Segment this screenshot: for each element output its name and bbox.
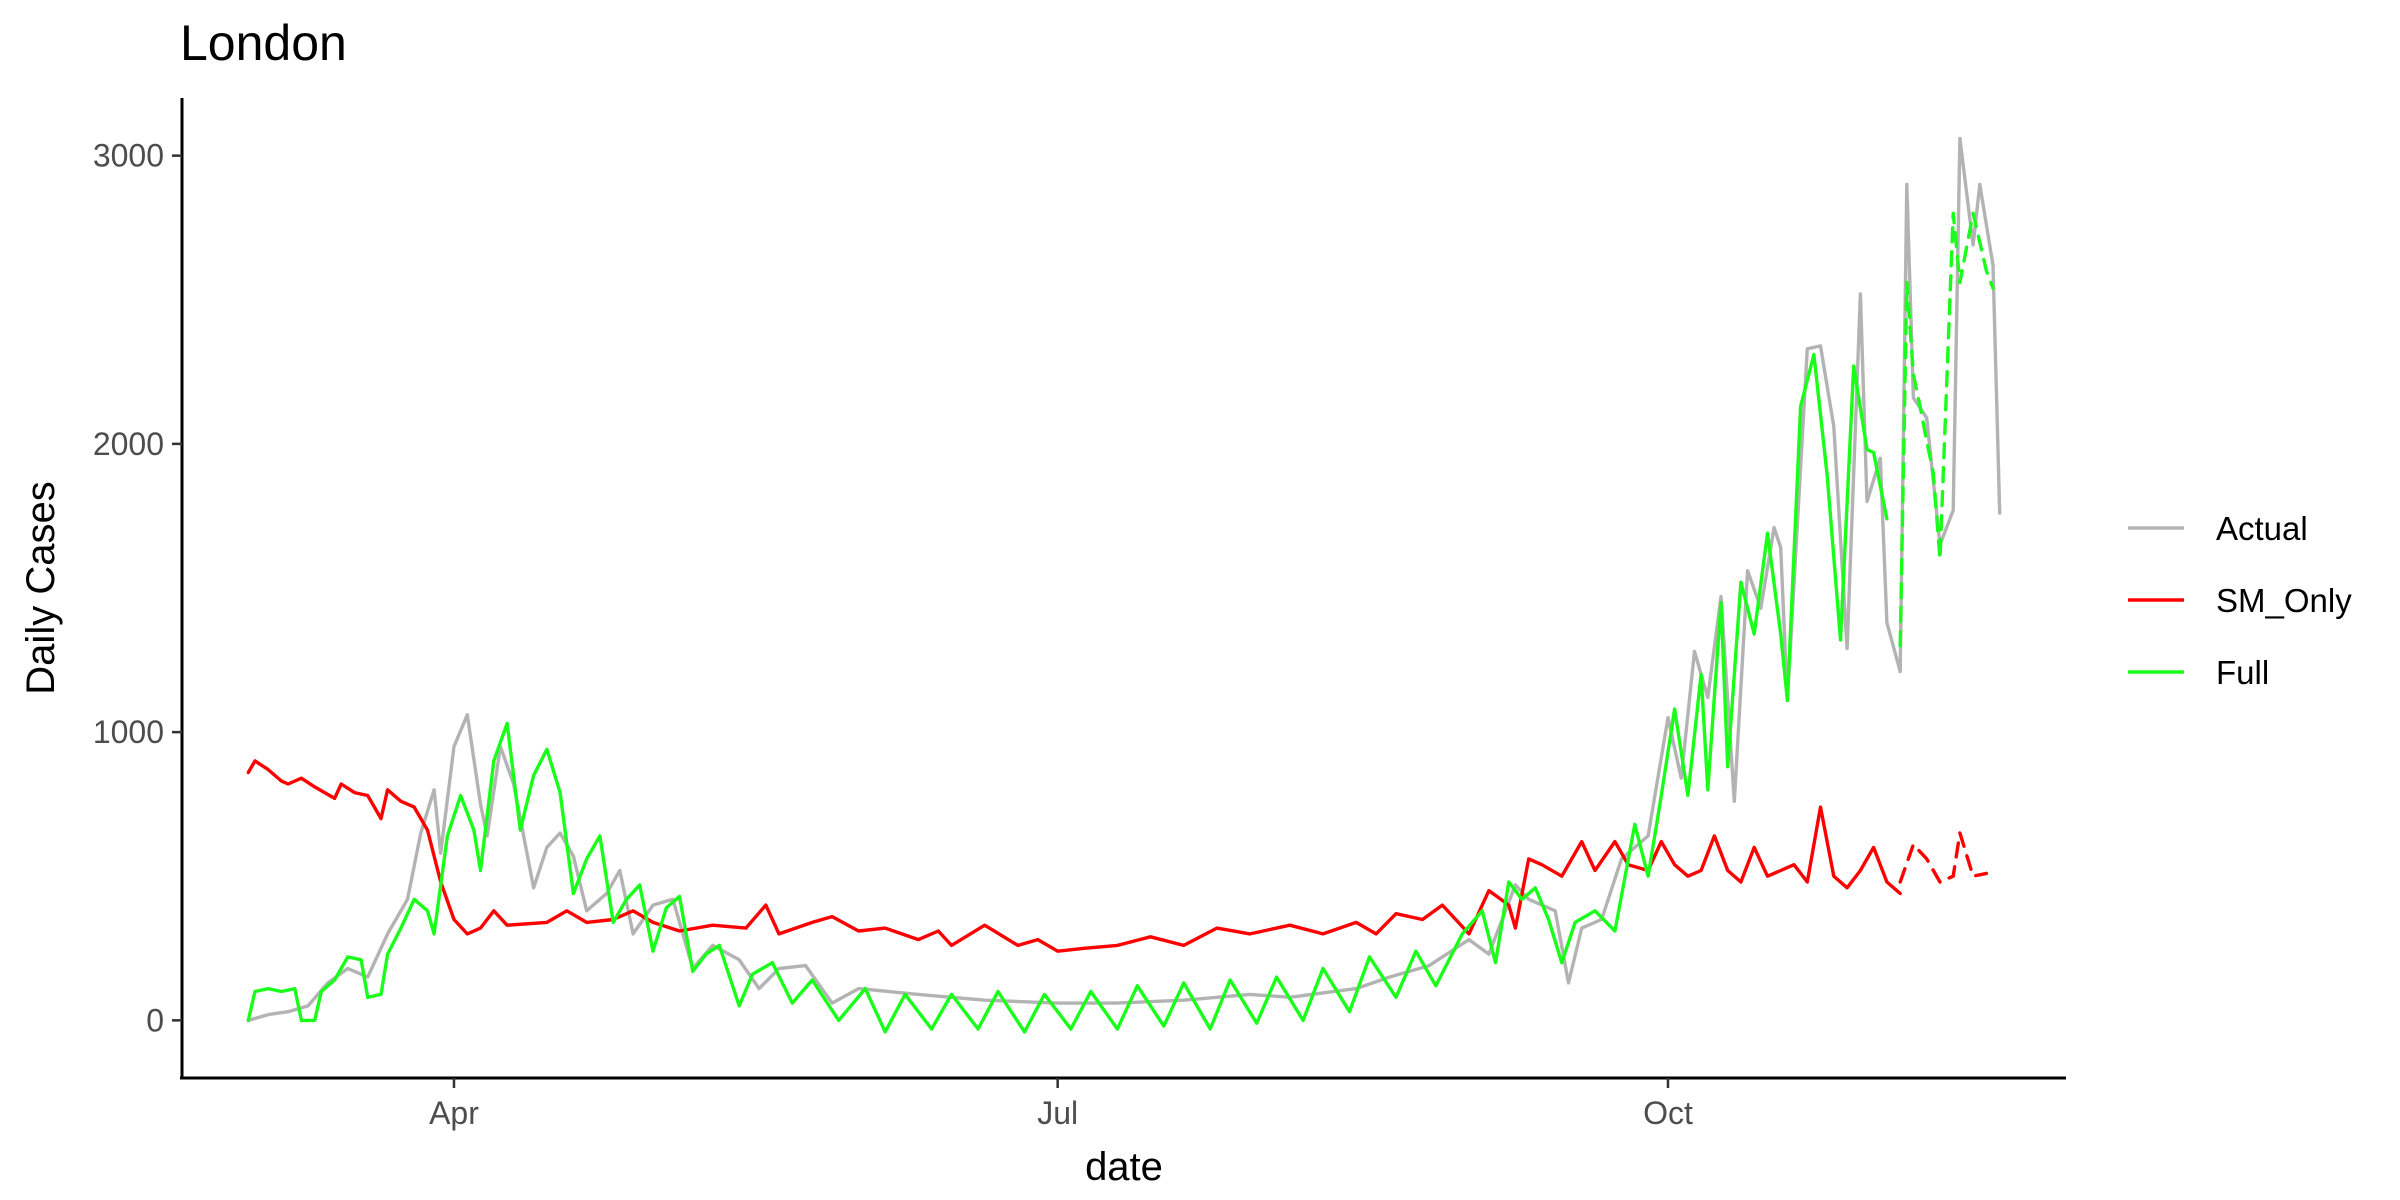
y-axis-title: Daily Cases	[19, 481, 63, 694]
y-axis-ticks: 0 1000 2000 3000	[93, 138, 182, 1038]
series-line-full	[246, 352, 1889, 1034]
series-layer	[246, 136, 2002, 1034]
y-tick-label: 0	[146, 1002, 164, 1038]
series-line-full-forecast	[1898, 211, 1995, 648]
legend-label-sm-only: SM_Only	[2216, 582, 2352, 619]
y-tick-label: 3000	[93, 138, 164, 174]
x-axis-title: date	[1085, 1145, 1163, 1189]
y-tick-label: 2000	[93, 426, 164, 462]
x-axis-ticks: Apr Jul Oct	[429, 1078, 1693, 1131]
y-tick-label: 1000	[93, 714, 164, 750]
legend: Actual SM_Only Full	[2128, 510, 2352, 691]
legend-label-full: Full	[2216, 654, 2269, 691]
series-line-sm-only-forecast	[1898, 831, 1989, 884]
series-line-actual	[246, 136, 2002, 1023]
legend-label-actual: Actual	[2216, 510, 2308, 547]
plot-area: 0 1000 2000 3000 Apr Jul Oct	[93, 98, 2066, 1131]
x-tick-label: Jul	[1037, 1095, 1078, 1131]
series-line-sm-only	[246, 759, 1902, 953]
x-tick-label: Apr	[429, 1095, 479, 1131]
x-tick-label: Oct	[1643, 1095, 1693, 1131]
chart-title: London	[180, 15, 347, 71]
